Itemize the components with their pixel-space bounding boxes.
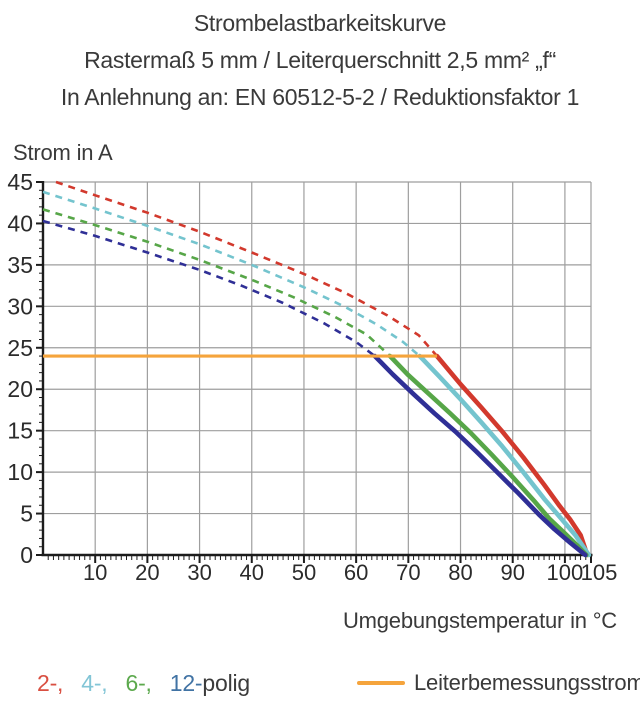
y-tick-label: 45 <box>7 169 33 195</box>
legend-pole-item: 4-, <box>81 669 108 696</box>
y-tick-label: 15 <box>7 418 33 444</box>
reference-line-swatch <box>357 681 405 685</box>
x-tick-label: 80 <box>448 560 472 585</box>
x-tick-label: 40 <box>240 560 264 585</box>
x-tick-label: 90 <box>500 560 524 585</box>
curve-dashed-2-polig <box>55 180 438 357</box>
title-line-2: Rastermaß 5 mm / Leiterquerschnitt 2,5 m… <box>84 47 556 73</box>
x-tick-label: 105 <box>581 560 618 585</box>
title-line-1: Strombelastbarkeitskurve <box>193 10 447 36</box>
y-tick-label: 25 <box>7 335 33 361</box>
chart-header: Strombelastbarkeitskurve Rastermaß 5 mm … <box>0 5 640 116</box>
legend-reference-label: Leiterbemessungsstrom <box>414 670 640 695</box>
legend-poles: 2-, 4-, 6-, 12-polig <box>37 667 250 699</box>
y-tick-label: 40 <box>7 210 33 236</box>
y-tick-label: 0 <box>20 542 33 568</box>
y-tick-label: 35 <box>7 252 33 278</box>
x-tick-label: 30 <box>187 560 211 585</box>
y-tick-label: 10 <box>7 459 33 485</box>
y-axis-title: Strom in A <box>13 140 113 165</box>
title-line-3: In Anlehnung an: EN 60512-5-2 / Reduktio… <box>60 84 580 110</box>
legend-reference: Leiterbemessungsstrom <box>357 667 640 699</box>
x-tick-label: 50 <box>292 560 316 585</box>
x-tick-label: 60 <box>344 560 368 585</box>
x-tick-label: 20 <box>135 560 159 585</box>
y-tick-label: 30 <box>7 293 33 319</box>
curve-solid-6-polig <box>387 353 589 558</box>
legend-pole-item: 12-polig <box>169 669 251 696</box>
x-tick-label: 70 <box>396 560 420 585</box>
x-tick-label: 10 <box>83 560 107 585</box>
y-tick-label: 20 <box>7 376 33 402</box>
legend-pole-item: 6-, <box>125 669 152 696</box>
curve-solid-12-polig <box>372 353 588 558</box>
x-axis-title: Umgebungstemperatur in °C <box>342 608 617 633</box>
curve-solid-4-polig <box>417 353 592 558</box>
curve-dashed-4-polig <box>42 190 421 358</box>
legend: 2-, 4-, 6-, 12-polig Leiterbemessungsstrom <box>0 667 640 699</box>
curve-solid-2-polig <box>434 353 590 558</box>
y-tick-label: 5 <box>20 501 33 527</box>
legend-pole-item: 2-, <box>37 669 64 696</box>
x-tick-label: 100 <box>547 560 584 585</box>
curve-dashed-12-polig <box>42 219 376 358</box>
